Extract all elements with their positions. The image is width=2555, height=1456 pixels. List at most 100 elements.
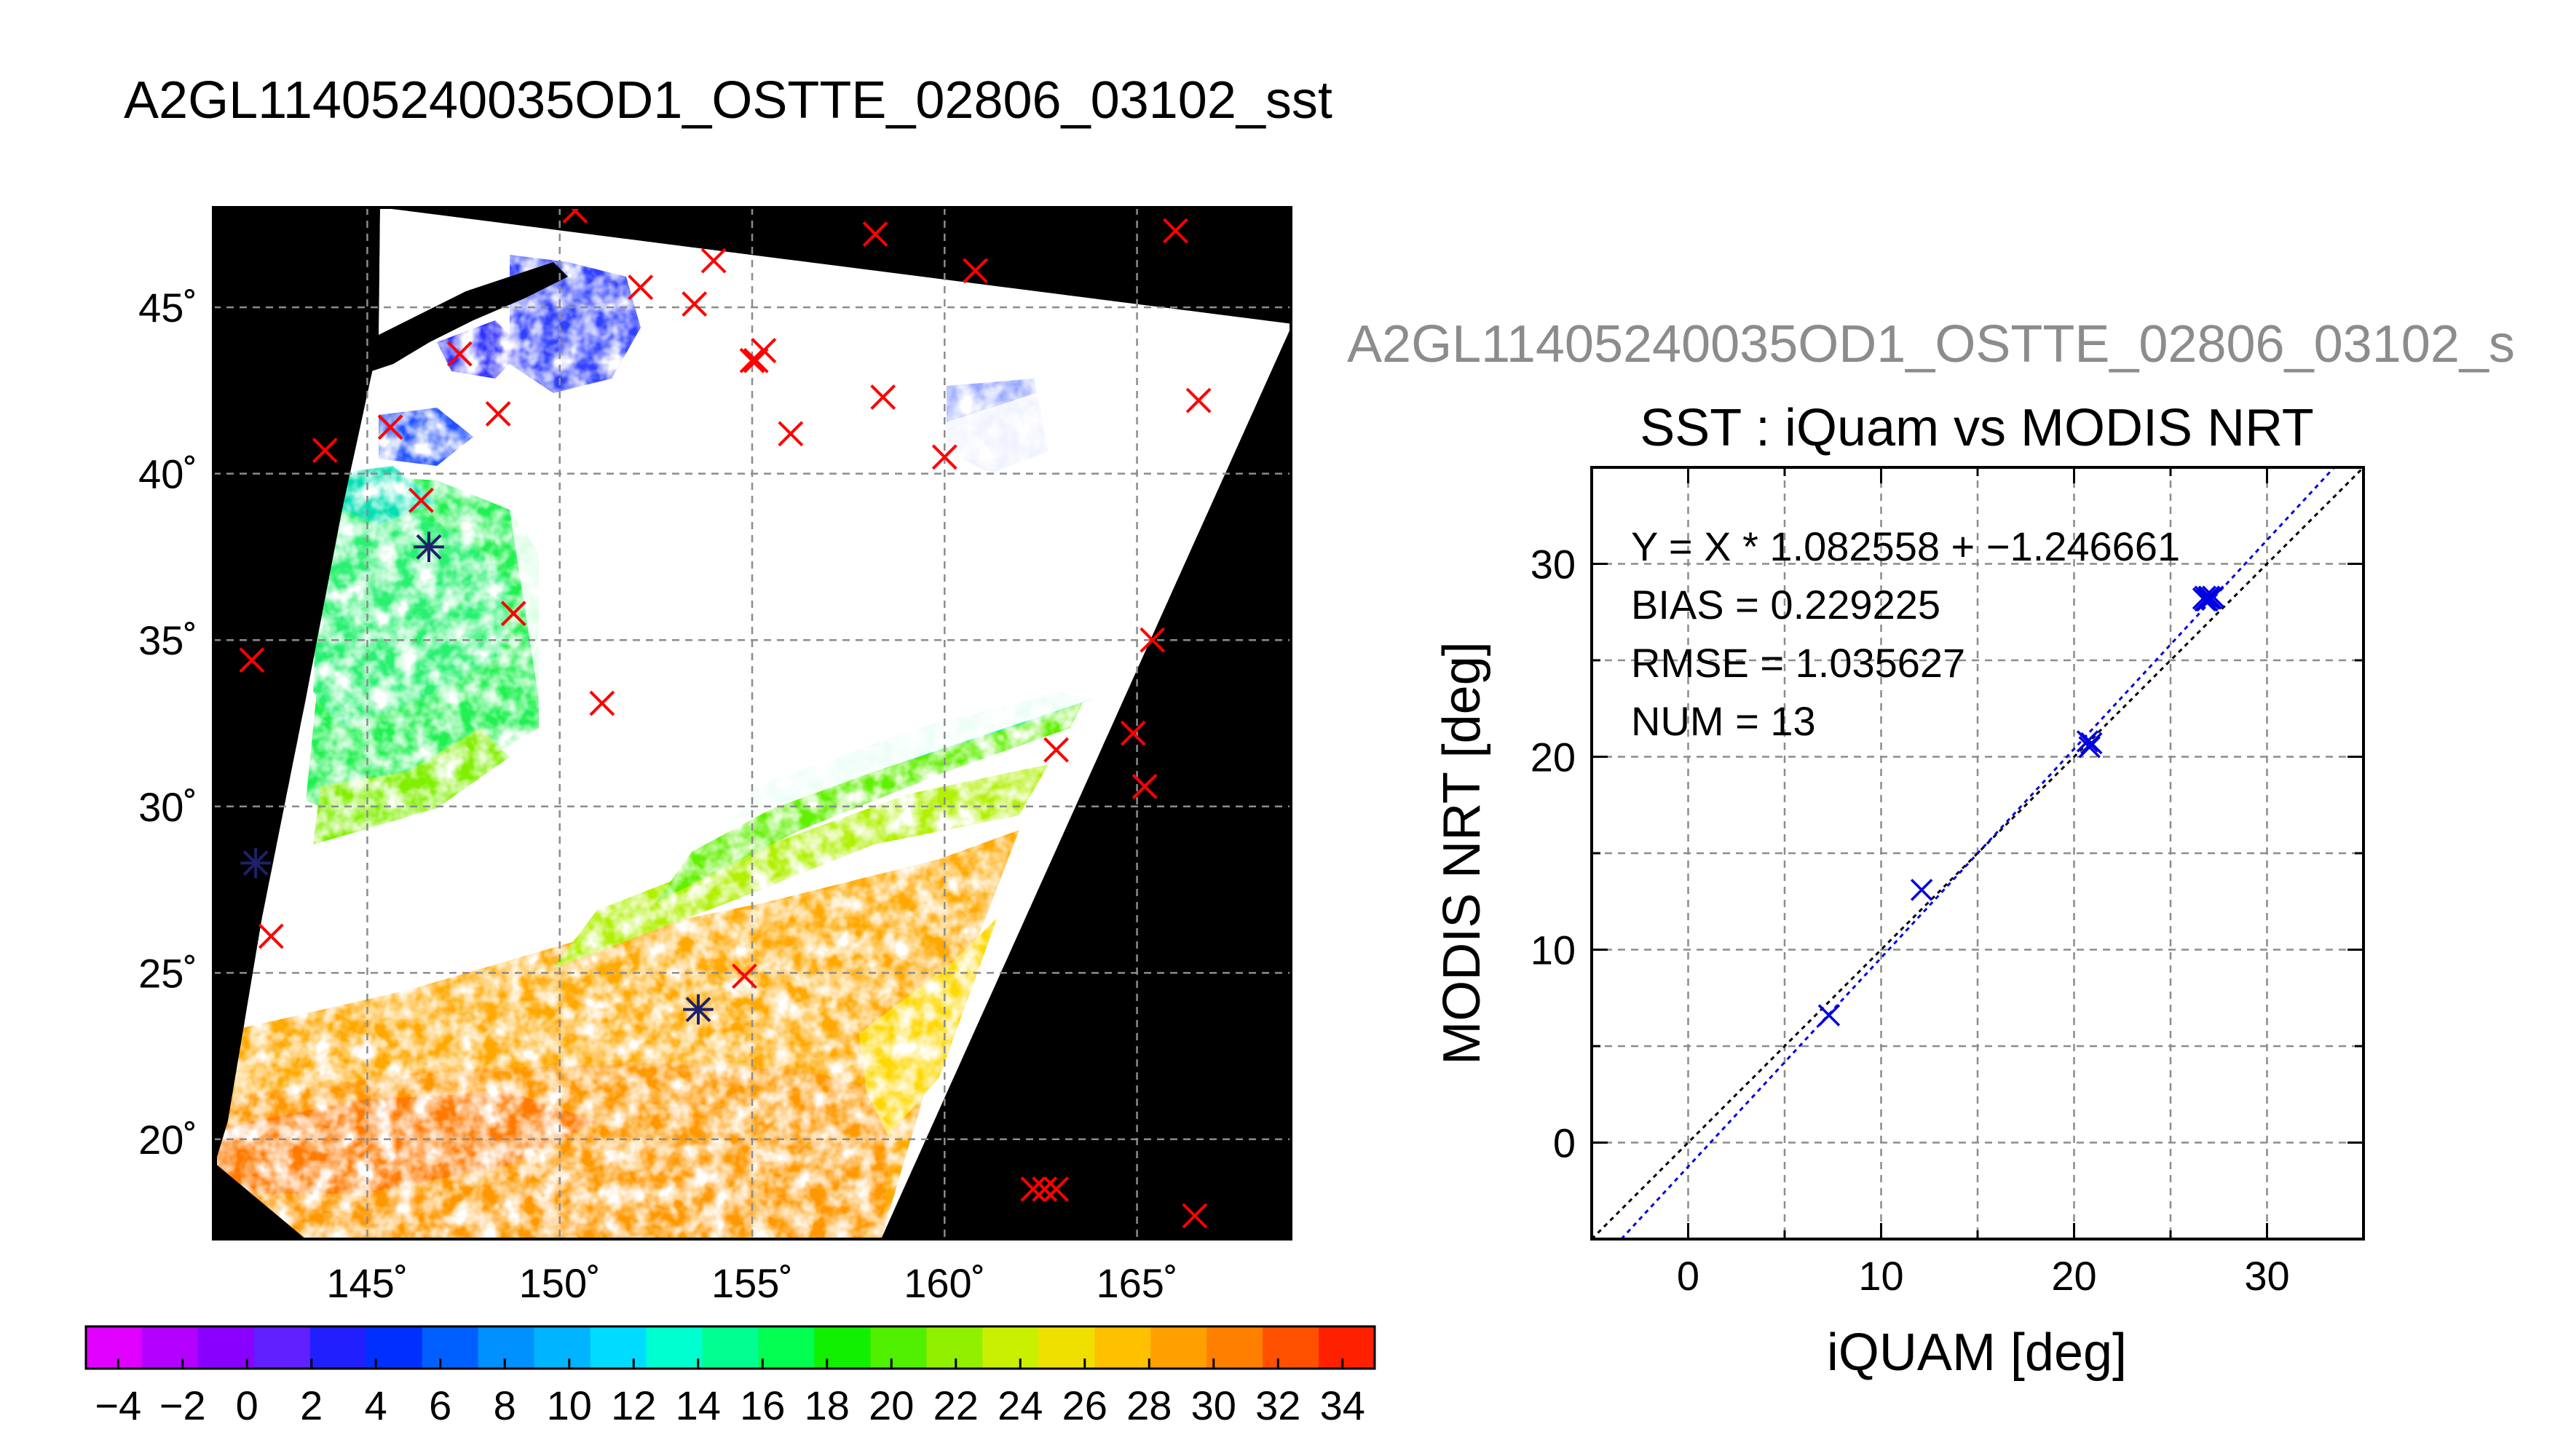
map-red-marker <box>589 690 615 716</box>
map-red-marker <box>562 207 588 223</box>
scatter-gridlines <box>1592 467 2364 1239</box>
colorbar-tick-label: 32 <box>1255 1382 1300 1428</box>
colorbar-swatch <box>534 1326 591 1369</box>
num-text: NUM = 13 <box>1631 698 1816 744</box>
colorbar-tick-label: 14 <box>676 1382 721 1428</box>
colorbar-tick-label: 0 <box>236 1382 258 1428</box>
scatter-y-tick-label: 10 <box>1531 927 1576 973</box>
map-lat-tick-label: 25˚ <box>138 950 197 996</box>
map-lon-tick-label: 145˚ <box>326 1260 408 1306</box>
scatter-annotations: Y = X * 1.082558 + −1.246661 BIAS = 0.22… <box>1631 523 2180 744</box>
swath-image <box>217 207 1292 1239</box>
map-red-marker <box>312 438 338 464</box>
map-red-marker <box>408 487 434 513</box>
colorbar-tick-label: 28 <box>1126 1382 1172 1428</box>
secondary-title: A2GL11405240035OD1_OSTTE_02806_03102_s <box>1347 315 2515 373</box>
map-red-marker <box>700 248 727 274</box>
colorbar-swatch <box>478 1326 535 1369</box>
colorbar-swatch <box>309 1326 367 1369</box>
map-red-marker <box>1032 1176 1058 1202</box>
colorbar-swatch <box>1038 1326 1095 1369</box>
colorbar-tick-label: 6 <box>429 1382 451 1428</box>
map-red-marker <box>1163 218 1188 244</box>
colorbar-swatch <box>1207 1326 1263 1369</box>
map-red-marker <box>743 347 769 373</box>
scatter-point <box>2076 730 2099 753</box>
colorbar-tick-label: 4 <box>365 1382 387 1428</box>
scatter-lines <box>1592 467 2364 1239</box>
map-red-marker <box>1185 387 1212 414</box>
colorbar-swatch <box>422 1326 479 1369</box>
colorbar-tick-label: −2 <box>159 1382 206 1428</box>
map-blue-marker <box>240 847 271 879</box>
colorbar-ticks: −4 −2 0 2 4 6 8 10 12 14 16 18 20 22 24 26 28 30 32 34 <box>95 1358 1365 1428</box>
map-red-marker <box>1043 1176 1069 1202</box>
scatter-panel: SST : iQuam vs MODIS NRT 0 10 20 300102030 … <box>1433 399 2365 1382</box>
map-lat-tick-label: 20˚ <box>138 1117 197 1163</box>
scatter-points <box>1817 585 2224 1026</box>
scatter-y-tick-label: 20 <box>1531 735 1576 780</box>
scatter-point <box>1817 1004 1841 1026</box>
scatter-x-tick-label: 20 <box>2051 1253 2096 1299</box>
scatter-point <box>2078 736 2101 759</box>
scatter-x-tick-label: 0 <box>1677 1253 1699 1299</box>
scatter-point <box>2202 585 2224 608</box>
colorbar-tick-label: 34 <box>1320 1382 1365 1428</box>
map-red-marker <box>682 291 708 317</box>
map-lon-tick-label: 150˚ <box>519 1260 601 1306</box>
map-red-marker <box>446 341 473 367</box>
colorbar-swatches <box>86 1326 1375 1369</box>
bias-text: BIAS = 0.229225 <box>1631 582 1940 628</box>
map-lat-tick-label: 30˚ <box>138 784 197 830</box>
rmse-text: RMSE = 1.035627 <box>1631 640 1965 686</box>
map-red-marker <box>485 400 511 427</box>
map-red-marker <box>239 647 265 673</box>
colorbar-swatch <box>366 1326 423 1369</box>
colorbar-tick-label: 16 <box>740 1382 785 1428</box>
map-red-marker <box>500 601 526 627</box>
colorbar-swatch <box>1263 1326 1319 1369</box>
map-red-marker <box>1182 1203 1208 1229</box>
colorbar-tick-label: 30 <box>1191 1382 1236 1428</box>
colorbar: −4 −2 0 2 4 6 8 10 12 14 16 18 20 22 24 26 28 30 32 34 <box>84 1325 1376 1428</box>
map-red-marker <box>1020 1176 1046 1202</box>
map-blue-marker <box>414 531 444 563</box>
map-panel: 145˚ 150˚ 155˚ 160˚ 165˚ 20˚ 25˚ 30˚ 35˚ 40˚ 45˚ <box>138 206 1292 1306</box>
map-blue-marker <box>683 994 714 1025</box>
colorbar-tick-label: 18 <box>805 1382 850 1428</box>
map-red-marker <box>258 923 284 949</box>
colorbar-tick-label: 20 <box>869 1382 914 1428</box>
map-red-marker <box>870 384 896 410</box>
scatter-point <box>2194 589 2216 612</box>
scatter-y-tick-label: 0 <box>1553 1120 1576 1166</box>
colorbar-tick-label: 2 <box>300 1382 323 1428</box>
map-red-marker <box>1120 720 1146 746</box>
scatter-title: SST : iQuam vs MODIS NRT <box>1640 399 2314 457</box>
colorbar-swatch <box>646 1326 703 1369</box>
colorbar-swatch <box>702 1326 759 1369</box>
scatter-point <box>2080 732 2103 755</box>
scatter-frame <box>1590 466 2365 1241</box>
fit-equation: Y = X * 1.082558 + −1.246661 <box>1631 523 2180 569</box>
map-red-marker <box>628 274 654 301</box>
scatter-ylabel: MODIS NRT [deg] <box>1433 641 1491 1065</box>
map-axis-ticks: 145˚ 150˚ 155˚ 160˚ 165˚ 20˚ 25˚ 30˚ 35˚ 40˚ 45˚ <box>138 285 1178 1306</box>
colorbar-swatch <box>982 1326 1039 1369</box>
colorbar-swatch <box>253 1326 311 1369</box>
colorbar-swatch <box>926 1326 983 1369</box>
colorbar-frame <box>84 1325 1376 1370</box>
map-red-marker <box>732 963 757 989</box>
main-title: A2GL11405240035OD1_OSTTE_02806_03102_sst <box>124 71 1332 130</box>
map-frame <box>212 206 1292 1241</box>
map-lat-tick-label: 45˚ <box>138 285 197 331</box>
map-red-marker <box>377 414 403 440</box>
colorbar-swatch <box>758 1326 816 1369</box>
colorbar-swatch <box>1319 1326 1375 1369</box>
map-lat-tick-label: 35˚ <box>138 617 197 663</box>
scatter-point <box>2194 585 2216 608</box>
scatter-point <box>1910 879 1933 901</box>
map-markers <box>239 207 1212 1229</box>
colorbar-tick-label: 26 <box>1062 1382 1107 1428</box>
colorbar-tick-label: 12 <box>611 1382 656 1428</box>
